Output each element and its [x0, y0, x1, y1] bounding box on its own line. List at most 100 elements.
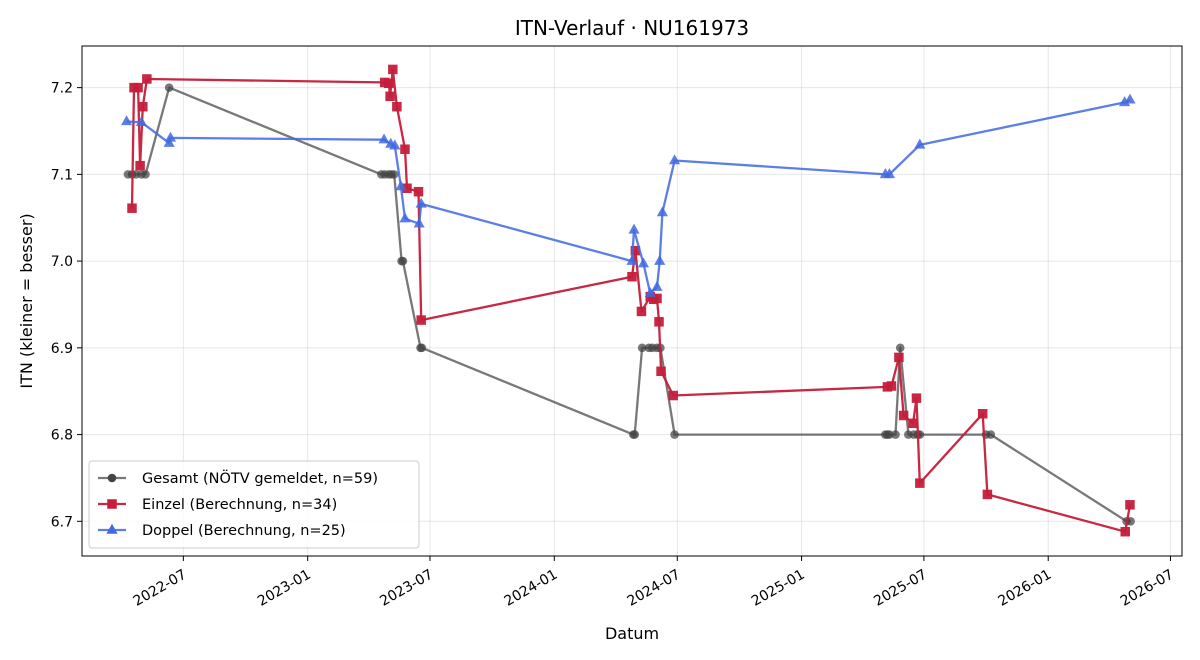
data-point — [400, 144, 410, 154]
legend-item: Doppel (Berechnung, n=25) — [98, 523, 346, 539]
data-point — [637, 343, 647, 353]
data-point — [389, 139, 401, 150]
data-point — [898, 410, 909, 421]
data-point — [142, 74, 152, 84]
data-point — [914, 138, 926, 149]
y-axis-label: ITN (kleiner = besser) — [17, 213, 36, 388]
data-point — [656, 366, 666, 377]
data-point — [894, 352, 904, 363]
data-point — [651, 280, 663, 291]
data-point — [908, 418, 918, 429]
data-point — [627, 271, 637, 282]
legend-item: Gesamt (NÖTV gemeldet, n=59) — [98, 469, 378, 487]
data-point — [121, 115, 133, 126]
data-point — [656, 206, 668, 217]
data-point — [388, 64, 398, 75]
data-point — [138, 101, 148, 112]
data-point — [630, 430, 640, 439]
legend-box — [88, 460, 420, 549]
data-point — [1120, 526, 1130, 537]
data-point — [392, 101, 402, 112]
legend-label: Einzel (Berechnung, n=34) — [142, 497, 337, 513]
y-tick-label: 6.9 — [51, 341, 73, 357]
y-tick-label: 7.0 — [51, 254, 73, 270]
legend: Gesamt (NÖTV gemeldet, n=59) Einzel (Bere… — [88, 460, 420, 549]
x-tick-label: 2022-07 — [131, 567, 190, 610]
legend-item: Einzel (Berechnung, n=34) — [98, 497, 337, 513]
legend-label: Gesamt (NÖTV gemeldet, n=59) — [142, 469, 378, 487]
data-point — [652, 293, 662, 304]
y-tick-label: 6.7 — [51, 514, 73, 530]
data-point — [135, 160, 145, 171]
data-point — [977, 409, 988, 419]
data-point — [883, 168, 896, 179]
data-point — [384, 78, 394, 89]
legend-marker — [106, 523, 118, 534]
x-tick-label: 2026-01 — [996, 567, 1055, 610]
data-point — [630, 245, 641, 256]
data-point — [163, 136, 175, 147]
data-point — [668, 154, 681, 165]
series-square — [127, 64, 1135, 537]
data-point — [399, 212, 411, 223]
data-point — [385, 91, 395, 102]
series-circle — [123, 83, 1135, 526]
y-tick-label: 7.2 — [51, 81, 73, 97]
x-axis: 2022-07 2023-01 2023-07 2024-01 2024-07 2025-… — [131, 556, 1177, 610]
x-tick-label: 2023-07 — [377, 567, 436, 610]
y-tick-label: 6.8 — [51, 428, 73, 444]
legend-label: Doppel (Berechnung, n=25) — [142, 523, 346, 539]
data-point — [416, 315, 426, 325]
data-point — [626, 254, 638, 265]
data-point — [885, 430, 894, 439]
data-point — [886, 381, 897, 391]
data-point — [982, 489, 993, 500]
data-point — [895, 343, 905, 353]
data-point — [668, 390, 678, 401]
data-point — [127, 203, 137, 213]
data-point — [395, 180, 407, 191]
data-point — [915, 478, 925, 488]
data-point — [637, 257, 650, 268]
series-triangle — [121, 93, 1136, 297]
data-point — [911, 393, 922, 403]
series-layer — [121, 64, 1136, 537]
data-point — [654, 317, 664, 327]
data-point — [636, 306, 647, 317]
data-point — [398, 256, 408, 266]
data-point — [628, 223, 640, 234]
data-point — [415, 197, 427, 208]
x-axis-label: Datum — [605, 624, 659, 643]
data-point — [1124, 93, 1136, 104]
x-tick-label: 2024-07 — [625, 567, 684, 610]
data-point — [1125, 500, 1135, 510]
data-point — [389, 170, 399, 179]
y-tick-label: 7.1 — [51, 167, 73, 183]
x-tick-label: 2025-07 — [871, 567, 930, 610]
x-tick-label: 2025-01 — [749, 567, 808, 610]
data-point — [164, 131, 177, 142]
data-point — [141, 170, 150, 179]
legend-marker — [107, 473, 117, 483]
data-point — [413, 217, 425, 228]
data-point — [133, 82, 143, 93]
data-point — [891, 430, 900, 439]
data-point — [413, 186, 424, 197]
data-point — [1118, 96, 1131, 107]
data-point — [135, 116, 148, 127]
y-axis: 6.7 6.8 6.9 7.0 7.1 7.2 — [51, 81, 82, 530]
plot-frame — [81, 45, 1183, 557]
data-point — [417, 343, 427, 353]
data-point — [654, 254, 666, 265]
legend-marker — [107, 499, 117, 509]
x-tick-label: 2026-07 — [1118, 567, 1177, 610]
x-tick-label: 2024-01 — [502, 567, 561, 610]
data-point — [986, 430, 996, 439]
data-point — [402, 183, 412, 193]
data-point — [378, 133, 390, 144]
data-point — [644, 286, 656, 297]
data-point — [670, 430, 679, 439]
x-tick-label: 2023-01 — [255, 567, 314, 610]
data-point — [164, 83, 174, 92]
